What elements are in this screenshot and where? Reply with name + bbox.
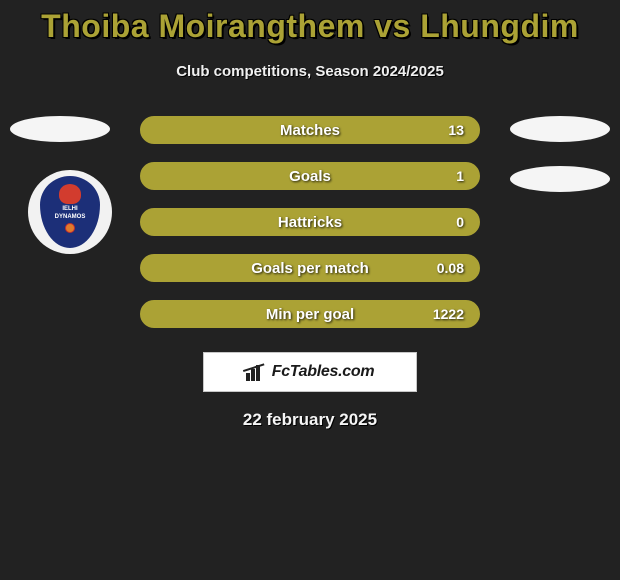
badge-figure-icon [59,184,81,204]
stat-bar-goals-per-match: Goals per match 0.08 [140,254,480,282]
stat-label: Hattricks [278,214,342,231]
subtitle: Club competitions, Season 2024/2025 [0,63,620,80]
comparison-content: IELHI DYNAMOS Matches 13 Goals 1 Hattric… [0,116,620,430]
badge-text-line1: IELHI [62,206,77,212]
stat-label: Goals per match [251,260,369,277]
player-left-placeholder [10,116,110,142]
branding-box[interactable]: FcTables.com [203,352,417,392]
stat-value-right: 0 [456,214,464,230]
date-label: 22 february 2025 [0,410,620,430]
stat-bar-hattricks: Hattricks 0 [140,208,480,236]
page-title: Thoiba Moirangthem vs Lhungdim [0,0,620,45]
stat-bar-goals: Goals 1 [140,162,480,190]
stat-bars: Matches 13 Goals 1 Hattricks 0 Goals per… [140,116,480,328]
badge-text-line2: DYNAMOS [55,214,86,220]
stat-bar-min-per-goal: Min per goal 1222 [140,300,480,328]
stat-value-right: 1 [456,168,464,184]
stat-label: Matches [280,122,340,139]
stat-label: Min per goal [266,306,354,323]
stat-value-right: 13 [448,122,464,138]
stat-bar-matches: Matches 13 [140,116,480,144]
club-badge-shield: IELHI DYNAMOS [40,176,100,248]
player-right-placeholder-1 [510,116,610,142]
stat-label: Goals [289,168,331,185]
stat-value-right: 0.08 [437,260,464,276]
chart-icon [246,363,266,381]
badge-dot-icon [65,223,75,233]
stat-value-right: 1222 [433,306,464,322]
player-right-placeholder-2 [510,166,610,192]
branding-text: FcTables.com [272,363,375,381]
club-badge: IELHI DYNAMOS [28,170,112,254]
